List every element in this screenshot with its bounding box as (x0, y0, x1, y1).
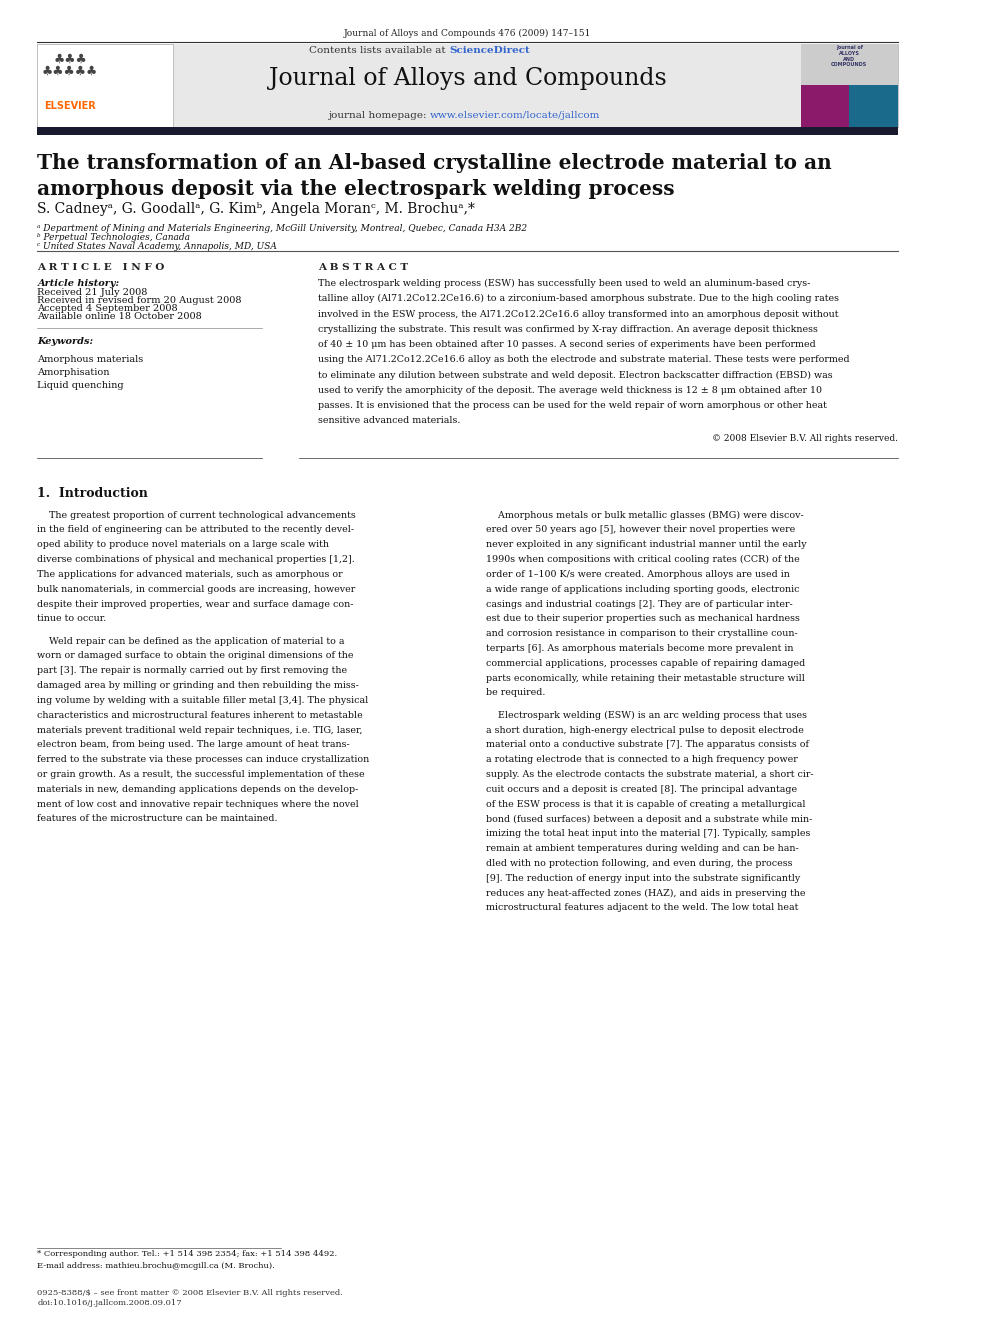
Text: The greatest proportion of current technological advancements: The greatest proportion of current techn… (38, 511, 356, 520)
Text: journal homepage:: journal homepage: (328, 111, 431, 120)
FancyBboxPatch shape (38, 44, 173, 127)
Text: a wide range of applications including sporting goods, electronic: a wide range of applications including s… (486, 585, 800, 594)
Text: never exploited in any significant industrial manner until the early: never exploited in any significant indus… (486, 540, 806, 549)
Text: terparts [6]. As amorphous materials become more prevalent in: terparts [6]. As amorphous materials bec… (486, 644, 794, 654)
Text: Received 21 July 2008: Received 21 July 2008 (38, 288, 148, 298)
Text: casings and industrial coatings [2]. They are of particular inter-: casings and industrial coatings [2]. The… (486, 599, 794, 609)
Text: crystallizing the substrate. This result was confirmed by X-ray diffraction. An : crystallizing the substrate. This result… (318, 324, 817, 333)
Text: Electrospark welding (ESW) is an arc welding process that uses: Electrospark welding (ESW) is an arc wel… (486, 710, 807, 720)
Text: part [3]. The repair is normally carried out by first removing the: part [3]. The repair is normally carried… (38, 667, 347, 675)
Text: bond (fused surfaces) between a deposit and a substrate while min-: bond (fused surfaces) between a deposit … (486, 815, 812, 823)
Text: ing volume by welding with a suitable filler metal [3,4]. The physical: ing volume by welding with a suitable fi… (38, 696, 369, 705)
Text: © 2008 Elsevier B.V. All rights reserved.: © 2008 Elsevier B.V. All rights reserved… (712, 434, 898, 443)
FancyBboxPatch shape (849, 85, 898, 127)
Text: materials in new, demanding applications depends on the develop-: materials in new, demanding applications… (38, 785, 359, 794)
Text: Keywords:: Keywords: (38, 337, 93, 347)
Text: characteristics and microstructural features inherent to metastable: characteristics and microstructural feat… (38, 710, 363, 720)
Text: a short duration, high-energy electrical pulse to deposit electrode: a short duration, high-energy electrical… (486, 725, 805, 734)
Text: ᶜ United States Naval Academy, Annapolis, MD, USA: ᶜ United States Naval Academy, Annapolis… (38, 242, 278, 251)
Text: or grain growth. As a result, the successful implementation of these: or grain growth. As a result, the succes… (38, 770, 365, 779)
Text: www.elsevier.com/locate/jallcom: www.elsevier.com/locate/jallcom (431, 111, 600, 120)
Text: materials prevent traditional weld repair techniques, i.e. TIG, laser,: materials prevent traditional weld repai… (38, 725, 363, 734)
FancyBboxPatch shape (38, 127, 898, 135)
Text: amorphous deposit via the electrospark welding process: amorphous deposit via the electrospark w… (38, 179, 675, 198)
Text: A B S T R A C T: A B S T R A C T (318, 263, 408, 273)
Text: A R T I C L E   I N F O: A R T I C L E I N F O (38, 263, 165, 273)
FancyBboxPatch shape (801, 85, 849, 127)
Text: Journal of Alloys and Compounds 476 (2009) 147–151: Journal of Alloys and Compounds 476 (200… (344, 29, 591, 38)
Text: order of 1–100 K/s were created. Amorphous alloys are used in: order of 1–100 K/s were created. Amorpho… (486, 570, 791, 579)
Text: ment of low cost and innovative repair techniques where the novel: ment of low cost and innovative repair t… (38, 799, 359, 808)
Text: doi:10.1016/j.jallcom.2008.09.017: doi:10.1016/j.jallcom.2008.09.017 (38, 1299, 183, 1307)
Text: microstructural features adjacent to the weld. The low total heat: microstructural features adjacent to the… (486, 904, 799, 913)
Text: Amorphous materials: Amorphous materials (38, 355, 144, 364)
Text: worn or damaged surface to obtain the original dimensions of the: worn or damaged surface to obtain the or… (38, 651, 354, 660)
Text: commercial applications, processes capable of repairing damaged: commercial applications, processes capab… (486, 659, 806, 668)
Text: and corrosion resistance in comparison to their crystalline coun-: and corrosion resistance in comparison t… (486, 630, 799, 638)
Text: Received in revised form 20 August 2008: Received in revised form 20 August 2008 (38, 296, 242, 306)
Text: involved in the ESW process, the Al71.2Co12.2Ce16.6 alloy transformed into an am: involved in the ESW process, the Al71.2C… (318, 310, 838, 319)
Text: ELSEVIER: ELSEVIER (45, 101, 96, 111)
Text: 0925-8388/$ – see front matter © 2008 Elsevier B.V. All rights reserved.: 0925-8388/$ – see front matter © 2008 El… (38, 1289, 343, 1297)
Text: Weld repair can be defined as the application of material to a: Weld repair can be defined as the applic… (38, 636, 345, 646)
Text: cuit occurs and a deposit is created [8]. The principal advantage: cuit occurs and a deposit is created [8]… (486, 785, 798, 794)
Text: parts economically, while retaining their metastable structure will: parts economically, while retaining thei… (486, 673, 806, 683)
Text: tinue to occur.: tinue to occur. (38, 614, 107, 623)
Text: be required.: be required. (486, 688, 546, 697)
Text: Liquid quenching: Liquid quenching (38, 381, 124, 390)
Text: The transformation of an Al-based crystalline electrode material to an: The transformation of an Al-based crysta… (38, 153, 832, 173)
Text: damaged area by milling or grinding and then rebuilding the miss-: damaged area by milling or grinding and … (38, 681, 359, 691)
Text: features of the microstructure can be maintained.: features of the microstructure can be ma… (38, 815, 278, 823)
Text: Accepted 4 September 2008: Accepted 4 September 2008 (38, 304, 178, 314)
Text: electron beam, from being used. The large amount of heat trans-: electron beam, from being used. The larg… (38, 741, 350, 749)
Text: ScienceDirect: ScienceDirect (449, 46, 530, 56)
Text: used to verify the amorphicity of the deposit. The average weld thickness is 12 : used to verify the amorphicity of the de… (318, 385, 822, 394)
Text: material onto a conductive substrate [7]. The apparatus consists of: material onto a conductive substrate [7]… (486, 741, 809, 749)
Text: a rotating electrode that is connected to a high frequency power: a rotating electrode that is connected t… (486, 755, 799, 765)
Text: Journal of Alloys and Compounds: Journal of Alloys and Compounds (269, 67, 667, 90)
Text: to eliminate any dilution between substrate and weld deposit. Electron backscatt: to eliminate any dilution between substr… (318, 370, 832, 380)
Text: E-mail address: mathieu.brochu@mcgill.ca (M. Brochu).: E-mail address: mathieu.brochu@mcgill.ca… (38, 1262, 275, 1270)
Text: Available online 18 October 2008: Available online 18 October 2008 (38, 312, 202, 321)
Text: 1.  Introduction: 1. Introduction (38, 487, 148, 500)
Text: ered over 50 years ago [5], however their novel properties were: ered over 50 years ago [5], however thei… (486, 525, 796, 534)
Text: Journal of
ALLOYS
AND
COMPOUNDS: Journal of ALLOYS AND COMPOUNDS (831, 45, 867, 67)
Text: reduces any heat-affected zones (HAZ), and aids in preserving the: reduces any heat-affected zones (HAZ), a… (486, 889, 806, 897)
Text: oped ability to produce novel materials on a large scale with: oped ability to produce novel materials … (38, 540, 329, 549)
Text: supply. As the electrode contacts the substrate material, a short cir-: supply. As the electrode contacts the su… (486, 770, 814, 779)
Text: est due to their superior properties such as mechanical hardness: est due to their superior properties suc… (486, 614, 801, 623)
Text: 1990s when compositions with critical cooling rates (CCR) of the: 1990s when compositions with critical co… (486, 556, 801, 564)
Text: bulk nanomaterials, in commercial goods are increasing, however: bulk nanomaterials, in commercial goods … (38, 585, 356, 594)
Text: remain at ambient temperatures during welding and can be han-: remain at ambient temperatures during we… (486, 844, 800, 853)
Text: Article history:: Article history: (38, 279, 120, 288)
Text: ᵇ Perpetual Technologies, Canada: ᵇ Perpetual Technologies, Canada (38, 233, 190, 242)
Text: The electrospark welding process (ESW) has successfully been used to weld an alu: The electrospark welding process (ESW) h… (318, 279, 810, 288)
FancyBboxPatch shape (38, 44, 898, 127)
Text: using the Al71.2Co12.2Ce16.6 alloy as both the electrode and substrate material.: using the Al71.2Co12.2Ce16.6 alloy as bo… (318, 355, 849, 364)
Text: * Corresponding author. Tel.: +1 514 398 2354; fax: +1 514 398 4492.: * Corresponding author. Tel.: +1 514 398… (38, 1250, 337, 1258)
Text: [9]. The reduction of energy input into the substrate significantly: [9]. The reduction of energy input into … (486, 873, 801, 882)
Text: ferred to the substrate via these processes can induce crystallization: ferred to the substrate via these proces… (38, 755, 370, 765)
Text: of the ESW process is that it is capable of creating a metallurgical: of the ESW process is that it is capable… (486, 799, 806, 808)
Text: S. Cadneyᵃ, G. Goodallᵃ, G. Kimᵇ, Angela Moranᶜ, M. Brochuᵃ,*: S. Cadneyᵃ, G. Goodallᵃ, G. Kimᵇ, Angela… (38, 202, 475, 217)
Text: passes. It is envisioned that the process can be used for the weld repair of wor: passes. It is envisioned that the proces… (318, 401, 827, 410)
Text: talline alloy (Al71.2Co12.2Ce16.6) to a zirconium-based amorphous substrate. Due: talline alloy (Al71.2Co12.2Ce16.6) to a … (318, 294, 839, 303)
Text: sensitive advanced materials.: sensitive advanced materials. (318, 415, 460, 425)
Text: diverse combinations of physical and mechanical properties [1,2].: diverse combinations of physical and mec… (38, 556, 355, 564)
FancyBboxPatch shape (801, 44, 898, 127)
Text: ♣♣♣
♣♣♣♣♣: ♣♣♣ ♣♣♣♣♣ (42, 53, 98, 78)
Text: ᵃ Department of Mining and Materials Engineering, McGill University, Montreal, Q: ᵃ Department of Mining and Materials Eng… (38, 224, 528, 233)
Text: The applications for advanced materials, such as amorphous or: The applications for advanced materials,… (38, 570, 343, 579)
Text: Amorphous metals or bulk metallic glasses (BMG) were discov-: Amorphous metals or bulk metallic glasse… (486, 511, 805, 520)
Text: dled with no protection following, and even during, the process: dled with no protection following, and e… (486, 859, 793, 868)
Text: Contents lists available at: Contents lists available at (310, 46, 449, 56)
Text: in the field of engineering can be attributed to the recently devel-: in the field of engineering can be attri… (38, 525, 354, 534)
Text: Amorphisation: Amorphisation (38, 368, 110, 377)
Text: despite their improved properties, wear and surface damage con-: despite their improved properties, wear … (38, 599, 354, 609)
FancyBboxPatch shape (801, 44, 898, 85)
Text: imizing the total heat input into the material [7]. Typically, samples: imizing the total heat input into the ma… (486, 830, 810, 839)
Text: of 40 ± 10 μm has been obtained after 10 passes. A second series of experiments : of 40 ± 10 μm has been obtained after 10… (318, 340, 815, 349)
